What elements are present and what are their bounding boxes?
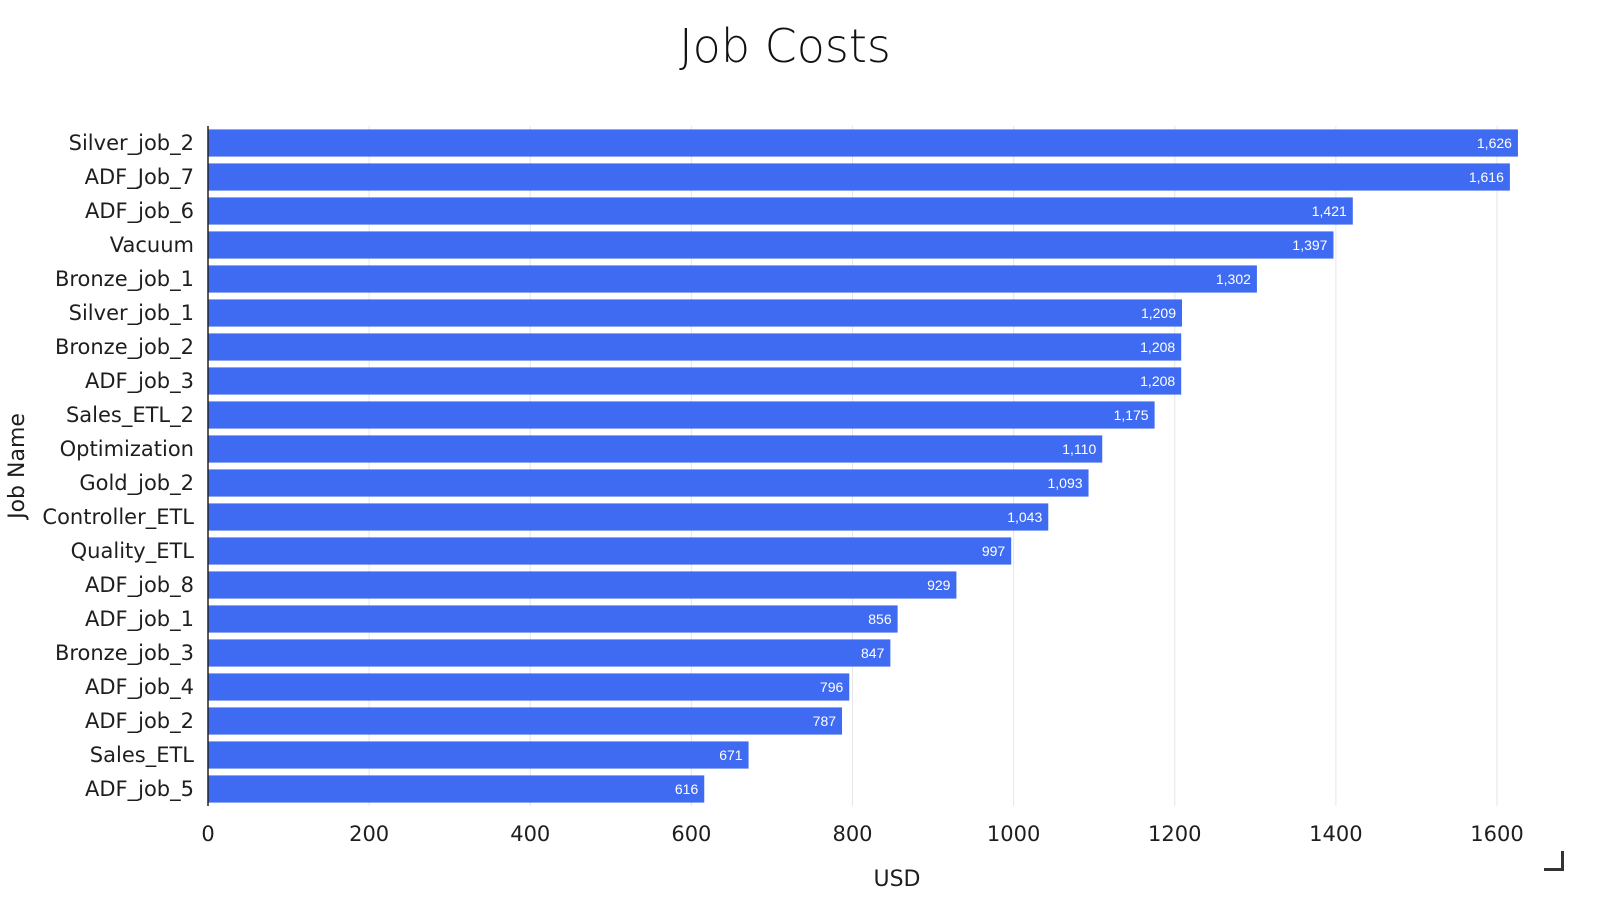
bar-value-label: 1,421 xyxy=(1312,203,1347,219)
bar[interactable] xyxy=(208,197,1353,225)
category-label: ADF_job_2 xyxy=(85,709,194,734)
bar[interactable] xyxy=(208,265,1257,293)
category-label: Sales_ETL_2 xyxy=(66,403,194,428)
category-label: Bronze_job_1 xyxy=(55,267,194,292)
bar[interactable] xyxy=(208,673,850,701)
category-label: ADF_job_1 xyxy=(85,607,194,632)
bar[interactable] xyxy=(208,435,1103,463)
bar[interactable] xyxy=(208,605,898,633)
bar-value-label: 1,209 xyxy=(1141,305,1176,321)
bar-value-label: 1,626 xyxy=(1477,135,1512,151)
bar-value-label: 1,302 xyxy=(1216,271,1251,287)
bar[interactable] xyxy=(208,503,1049,531)
x-tick-label: 1200 xyxy=(1148,822,1201,846)
bar[interactable] xyxy=(208,775,705,803)
category-label: ADF_job_4 xyxy=(85,675,194,700)
x-tick-labels: 0 200 400 600 800 1000 1200 1400 1600 xyxy=(201,822,1523,846)
y-axis-title: Job Name xyxy=(5,413,30,521)
bar[interactable] xyxy=(208,231,1334,259)
category-labels: Silver_job_2 ADF_Job_7 ADF_job_6 Vacuum Bron… xyxy=(42,131,194,802)
bar-value-label: 997 xyxy=(982,543,1006,559)
bar[interactable] xyxy=(208,707,843,735)
x-axis-title: USD xyxy=(873,867,920,892)
category-label: Bronze_job_3 xyxy=(55,641,194,666)
category-label: Optimization xyxy=(60,437,194,461)
resize-handle-icon[interactable] xyxy=(1544,851,1564,871)
bar-value-label: 787 xyxy=(813,713,837,729)
x-tick-label: 400 xyxy=(510,822,550,846)
bar-value-label: 1,110 xyxy=(1062,441,1096,457)
x-tick-label: 800 xyxy=(832,822,872,846)
bar-value-label: 1,043 xyxy=(1007,509,1042,525)
x-tick-label: 1600 xyxy=(1470,822,1523,846)
bars: 1,626 1,616 1,421 1,397 1,302 1,209 1,208 1,208… xyxy=(208,129,1518,803)
bar[interactable] xyxy=(208,129,1518,157)
bar-value-label: 1,093 xyxy=(1048,475,1083,491)
x-tick-label: 600 xyxy=(671,822,711,846)
bar-value-label: 1,208 xyxy=(1140,373,1175,389)
x-tick-label: 1000 xyxy=(987,822,1040,846)
category-label: Silver_job_2 xyxy=(69,131,194,156)
bar[interactable] xyxy=(208,333,1182,361)
chart-title: Job Costs xyxy=(679,19,891,73)
category-label: Gold_job_2 xyxy=(79,471,194,496)
x-tick-label: 0 xyxy=(201,822,214,846)
gridlines xyxy=(368,126,1498,806)
category-label: Silver_job_1 xyxy=(69,301,194,326)
category-label: ADF_job_8 xyxy=(85,573,194,598)
x-tick-label: 200 xyxy=(349,822,389,846)
bar[interactable] xyxy=(208,639,891,667)
category-label: ADF_job_3 xyxy=(85,369,194,394)
bar[interactable] xyxy=(208,299,1183,327)
bar-value-label: 1,397 xyxy=(1292,237,1327,253)
category-label: ADF_job_6 xyxy=(85,199,194,224)
category-label: Controller_ETL xyxy=(42,505,194,530)
bar[interactable] xyxy=(208,469,1089,497)
bar[interactable] xyxy=(208,571,957,599)
bar-value-label: 929 xyxy=(927,577,951,593)
bar[interactable] xyxy=(208,537,1012,565)
x-tick-label: 1400 xyxy=(1309,822,1362,846)
bar-value-label: 616 xyxy=(675,781,699,797)
bar[interactable] xyxy=(208,367,1182,395)
bar[interactable] xyxy=(208,741,749,769)
bar-value-label: 1,616 xyxy=(1469,169,1504,185)
bar[interactable] xyxy=(208,163,1510,191)
category-label: Vacuum xyxy=(110,233,194,257)
category-label: Quality_ETL xyxy=(71,539,195,564)
bar-value-label: 847 xyxy=(861,645,885,661)
bar-value-label: 856 xyxy=(868,611,892,627)
bar[interactable] xyxy=(208,401,1155,429)
bar-value-label: 796 xyxy=(820,679,844,695)
bar-value-label: 1,175 xyxy=(1114,407,1149,423)
bar-value-label: 671 xyxy=(719,747,743,763)
category-label: Bronze_job_2 xyxy=(55,335,194,360)
category-label: ADF_Job_7 xyxy=(85,165,194,190)
category-label: ADF_job_5 xyxy=(85,777,194,802)
category-label: Sales_ETL xyxy=(90,743,194,768)
bar-value-label: 1,208 xyxy=(1140,339,1175,355)
